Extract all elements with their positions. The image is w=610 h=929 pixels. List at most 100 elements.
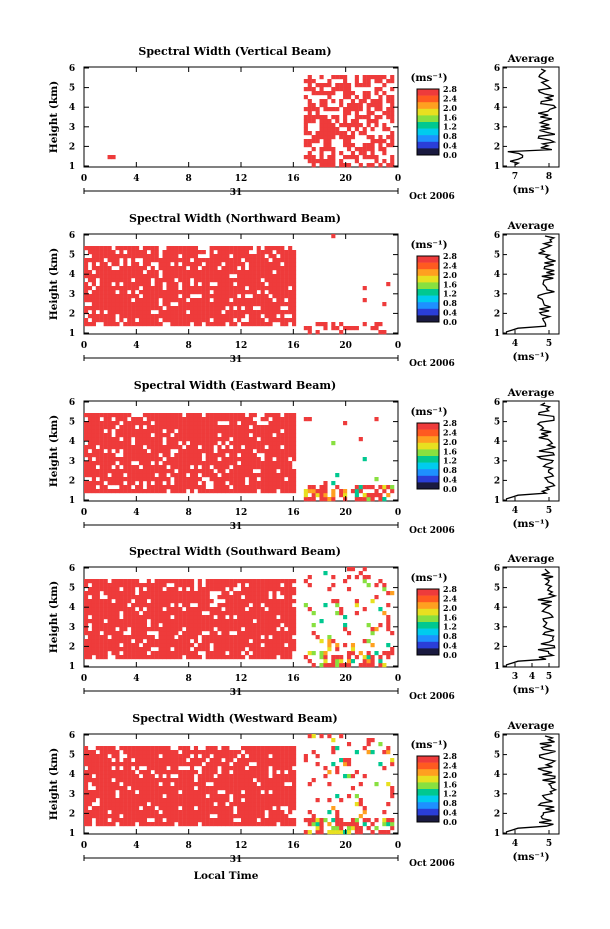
heatmap-cell	[209, 758, 214, 763]
heatmap-cell	[276, 282, 281, 287]
heatmap-cell	[268, 481, 273, 486]
heatmap-cell	[370, 750, 375, 755]
heatmap-cell	[146, 453, 151, 458]
heatmap-cell	[107, 449, 112, 454]
heatmap-cell	[201, 318, 206, 323]
heatmap-cell	[225, 294, 230, 299]
heatmap-cell	[233, 314, 238, 319]
heatmap-cell	[142, 294, 148, 299]
heatmap-cell	[123, 778, 128, 783]
heatmap-cell	[248, 473, 253, 478]
heatmap-cell	[162, 603, 167, 608]
heatmap-cell	[280, 270, 285, 275]
heatmap-cell	[209, 306, 214, 311]
heatmap-cell	[201, 802, 206, 807]
heatmap-cell	[162, 425, 167, 430]
heatmap-cell	[343, 663, 348, 668]
heatmap-cell	[288, 262, 293, 267]
heatmap-cell	[252, 770, 257, 775]
heatmap-cell	[350, 647, 356, 652]
heatmap-cell	[186, 786, 191, 791]
colorbar-tick-label: 2.0	[443, 603, 457, 613]
heatmap-cell	[276, 246, 281, 251]
heatmap-cell	[162, 421, 167, 426]
heatmap-cell	[119, 818, 124, 823]
y-tick-label: 3	[69, 123, 75, 133]
heatmap-cell	[99, 778, 104, 783]
heatmap-cell	[84, 425, 89, 430]
heatmap-cell	[87, 591, 93, 596]
heatmap-cell	[386, 619, 391, 624]
heatmap-cell	[138, 473, 144, 478]
heatmap-cell	[158, 441, 163, 446]
heatmap-cell	[237, 750, 242, 755]
heatmap-cell	[276, 298, 281, 303]
heatmap-cell	[138, 278, 144, 283]
heatmap-cell	[135, 457, 140, 462]
heatmap-cell	[127, 314, 132, 319]
heatmap-cell	[103, 441, 108, 446]
heatmap-cell	[103, 599, 108, 604]
heatmap-cell	[111, 802, 116, 807]
heatmap-cell	[237, 790, 242, 795]
heatmap-cell	[178, 445, 183, 450]
heatmap-cell	[229, 758, 234, 763]
heatmap-cell	[288, 623, 293, 628]
heatmap-cell	[162, 631, 167, 636]
heatmap-cell	[99, 262, 104, 267]
heatmap-cell	[154, 607, 159, 612]
heatmap-cell	[178, 250, 183, 255]
heatmap-cell	[154, 278, 159, 283]
heatmap-cell	[248, 750, 253, 755]
heatmap-cell	[205, 465, 210, 470]
heatmap-cell	[193, 794, 199, 799]
heatmap-cell	[154, 314, 159, 319]
heatmap-cell	[362, 131, 367, 136]
heatmap-cell	[119, 290, 124, 295]
heatmap-cell	[331, 583, 336, 588]
heatmap-cell	[182, 635, 187, 640]
heatmap-cell	[331, 91, 336, 96]
heatmap-cell	[284, 639, 289, 644]
heatmap-cell	[229, 481, 234, 486]
heatmap-cell	[189, 250, 195, 255]
heatmap-cell	[178, 802, 183, 807]
heatmap-cell	[142, 822, 148, 827]
heatmap-cell	[276, 481, 281, 486]
heatmap-cell	[292, 758, 297, 763]
x-tick-label: 8	[186, 508, 192, 518]
heatmap-cell	[205, 413, 210, 418]
heatmap-cell	[343, 830, 348, 835]
heatmap-cell	[307, 830, 312, 835]
heatmap-cell	[186, 655, 191, 660]
heatmap-cell	[225, 258, 230, 263]
heatmap-cell	[103, 250, 108, 255]
heatmap-cell	[158, 603, 163, 608]
heatmap-cell	[256, 286, 261, 291]
heatmap-cell	[268, 611, 273, 616]
heatmap-cell	[213, 465, 218, 470]
heatmap-cell	[111, 762, 116, 767]
heatmap-cell	[146, 489, 151, 494]
heatmap-cell	[197, 461, 202, 466]
heatmap-cell	[268, 639, 273, 644]
heatmap-cell	[229, 473, 234, 478]
heatmap-cell	[280, 425, 285, 430]
x-tick-label: 20	[339, 341, 352, 351]
heatmap-cell	[319, 663, 324, 668]
heatmap-cell	[264, 623, 269, 628]
heatmap-cell	[284, 762, 289, 767]
heatmap-cell	[123, 278, 128, 283]
heatmap-cell	[131, 274, 136, 279]
heatmap-cell	[127, 802, 132, 807]
heatmap-cell	[241, 485, 246, 490]
heatmap-cell	[288, 643, 293, 648]
heatmap-cell	[107, 290, 112, 295]
heatmap-cell	[280, 786, 285, 791]
heatmap-cell	[115, 270, 120, 275]
heatmap-cell	[280, 607, 285, 612]
heatmap-cell	[221, 246, 226, 251]
x-tick-label: 16	[287, 674, 300, 684]
heatmap-cell	[154, 282, 159, 287]
heatmap-cell	[335, 746, 340, 751]
